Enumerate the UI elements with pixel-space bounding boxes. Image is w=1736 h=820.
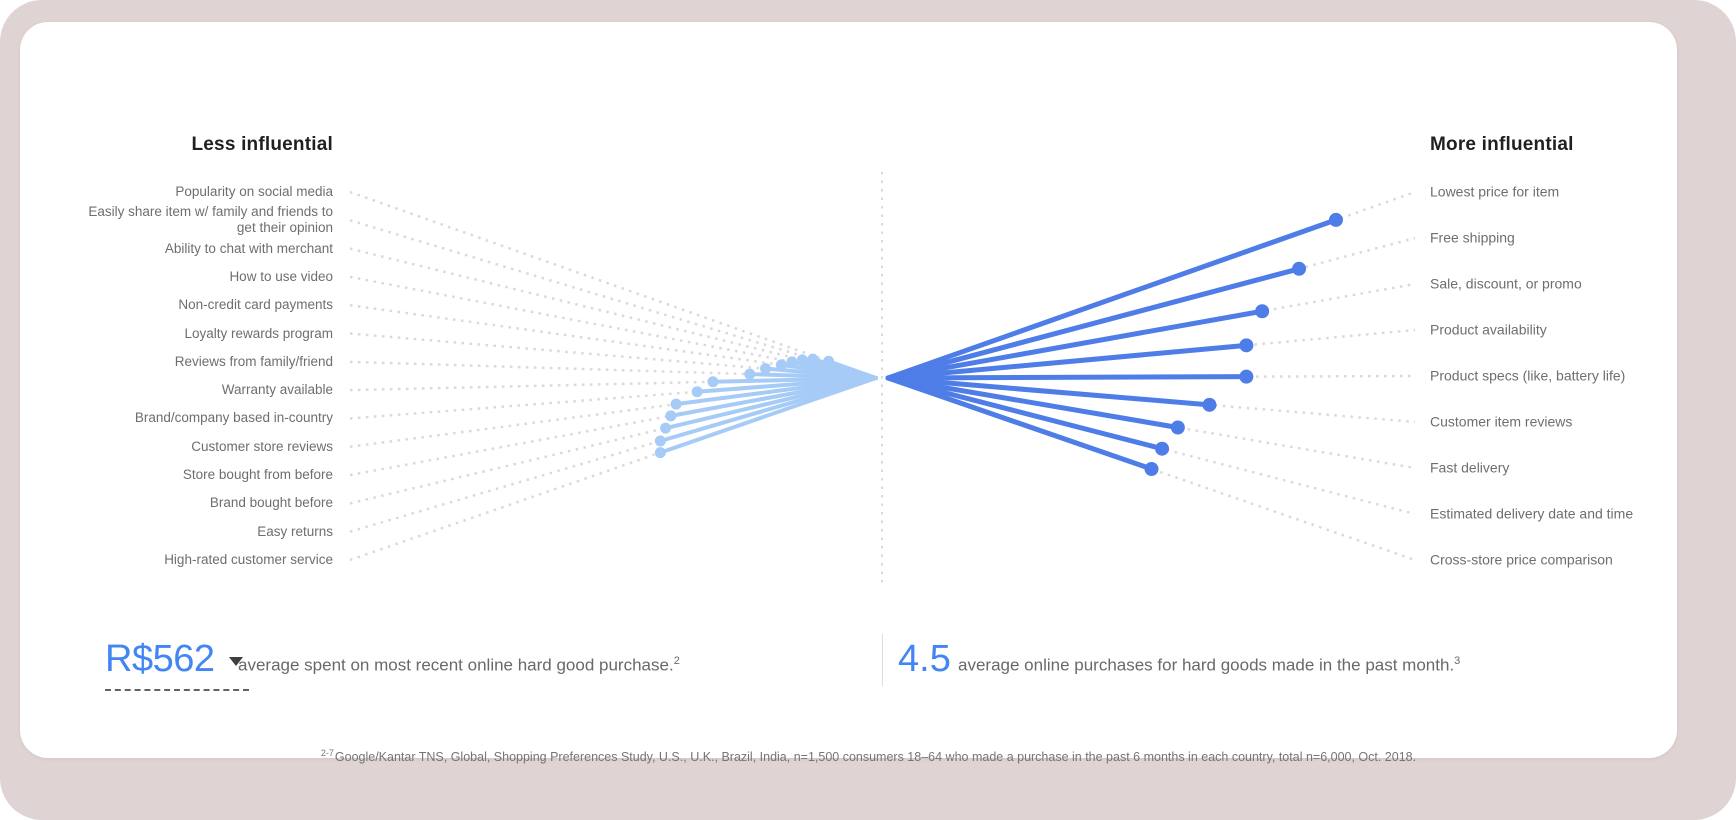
left-label-row: Warranty available	[221, 382, 333, 398]
source-footnote-text: Google/Kantar TNS, Global, Shopping Pref…	[334, 750, 1417, 765]
left-label-row: Easily share item w/ family and friends …	[88, 204, 333, 236]
left-label-row: Brand/company based in-country	[134, 410, 333, 426]
right-label-row: Estimated delivery date and time	[1430, 505, 1634, 522]
left-label-row: Popularity on social media	[175, 184, 333, 200]
average-purchases-value: 4.5	[898, 638, 951, 680]
average-spend-description: average spent on most recent online hard…	[238, 655, 680, 676]
left-label-row: Brand bought before	[209, 495, 333, 511]
content-card: Less influential More influential Popula…	[20, 22, 1677, 764]
stats-divider	[882, 634, 883, 686]
right-label-row: Product availability	[1430, 321, 1547, 338]
right-label-row: Lowest price for item	[1430, 183, 1560, 200]
more-influential-heading: More influential	[1430, 134, 1574, 155]
average-purchases-description: average online purchases for hard goods …	[958, 655, 1460, 676]
average-purchases-description-text: average online purchases for hard goods …	[958, 655, 1455, 675]
footnote-ref-2: 2	[673, 655, 680, 667]
average-spend-value: R$562	[105, 638, 215, 680]
more-influential-label-column: Lowest price for item Free shipping Sale, …	[20, 22, 1677, 758]
left-label-row: Non-credit card payments	[178, 297, 333, 313]
footnote-ref-range: 2-7	[320, 748, 334, 758]
right-label-row: Cross-store price comparison	[1430, 551, 1613, 568]
footnote-ref-3: 3	[1454, 655, 1461, 667]
right-label-row: Customer item reviews	[1430, 413, 1573, 430]
chevron-down-icon	[229, 656, 244, 666]
right-label-row: Sale, discount, or promo	[1430, 275, 1582, 292]
left-label-row: How to use video	[229, 268, 333, 284]
left-label-row: Ability to chat with merchant	[164, 240, 333, 256]
less-influential-label-column: Popularity on social media Easily share i…	[20, 22, 1677, 758]
right-label-row: Fast delivery	[1430, 459, 1510, 476]
right-label-row: Product specs (like, battery life)	[1430, 367, 1626, 384]
less-influential-heading: Less influential	[191, 134, 333, 155]
left-label-row: Reviews from family/friend	[174, 353, 333, 369]
left-label-row: Loyalty rewards program	[184, 325, 333, 341]
left-label-row: Customer store reviews	[191, 438, 333, 454]
left-label-row: High-rated customer service	[164, 552, 333, 568]
left-label-row: Easy returns	[257, 523, 333, 539]
average-spend-dropdown[interactable]: R$562	[105, 638, 250, 691]
right-label-row: Free shipping	[1430, 229, 1515, 246]
left-label-row: Store bought from before	[182, 467, 333, 483]
source-footnote: 2-7Google/Kantar TNS, Global, Shopping P…	[40, 748, 1697, 764]
average-spend-description-text: average spent on most recent online hard…	[238, 655, 674, 675]
